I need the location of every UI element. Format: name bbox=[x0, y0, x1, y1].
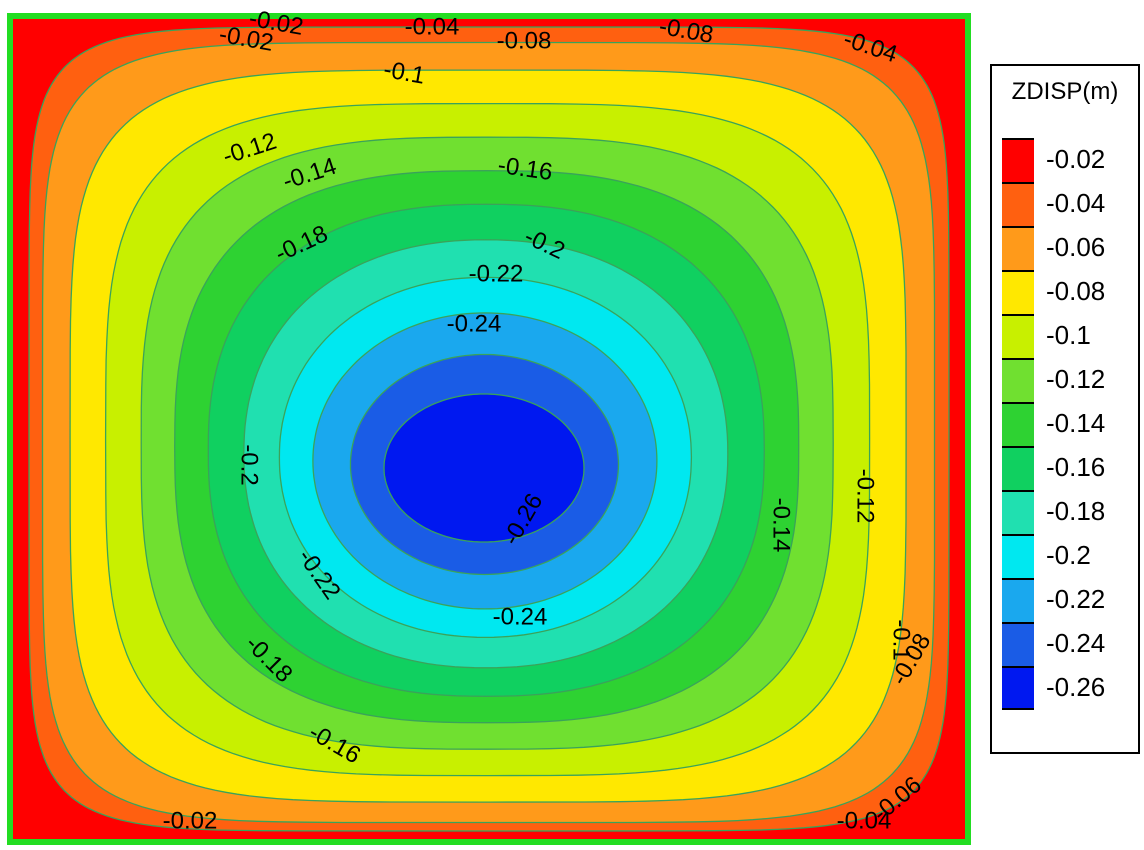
contour-label: -0.14 bbox=[768, 498, 795, 553]
legend-label: -0.16 bbox=[1046, 452, 1106, 482]
legend-label: -0.06 bbox=[1046, 232, 1106, 262]
legend-swatch bbox=[1002, 138, 1034, 182]
contour-label: -0.04 bbox=[405, 13, 460, 40]
legend-swatch bbox=[1002, 226, 1034, 270]
contour-bands bbox=[7, 13, 971, 845]
legend: ZDISP(m) -0.02 -0.04 -0.06 -0.08 -0.1 -0.12 -0… bbox=[990, 64, 1140, 754]
legend-label: -0.24 bbox=[1046, 628, 1106, 658]
contour-label: -0.08 bbox=[497, 27, 552, 54]
legend-swatch bbox=[1002, 446, 1034, 490]
legend-swatch bbox=[1002, 402, 1034, 446]
legend-swatch bbox=[1002, 314, 1034, 358]
legend-label: -0.26 bbox=[1046, 672, 1106, 702]
legend-swatch bbox=[1002, 666, 1034, 710]
legend-swatch bbox=[1002, 358, 1034, 402]
contour-label: -0.1 bbox=[888, 619, 915, 660]
contour-label: -0.24 bbox=[493, 603, 548, 630]
legend-title: ZDISP(m) bbox=[1011, 78, 1119, 105]
legend-label: -0.04 bbox=[1046, 188, 1106, 218]
plot-border bbox=[7, 13, 971, 845]
band--0.26 bbox=[383, 393, 585, 543]
legend-swatch bbox=[1002, 182, 1034, 226]
legend-label: -0.08 bbox=[1046, 276, 1106, 306]
contour-label: -0.04 bbox=[837, 807, 892, 834]
contour-label: -0.2 bbox=[236, 444, 263, 485]
contour-label: -0.12 bbox=[852, 469, 879, 524]
legend-label: -0.2 bbox=[1046, 540, 1091, 570]
contour-label: -0.22 bbox=[469, 260, 524, 287]
legend-swatch bbox=[1002, 534, 1034, 578]
contour-label: -0.02 bbox=[163, 807, 218, 834]
contour-label: -0.24 bbox=[447, 310, 502, 337]
legend-swatch bbox=[1002, 490, 1034, 534]
legend-swatch bbox=[1002, 622, 1034, 666]
legend-label: -0.22 bbox=[1046, 584, 1106, 614]
legend-label: -0.02 bbox=[1046, 144, 1106, 174]
legend-label: -0.12 bbox=[1046, 364, 1106, 394]
legend-label: -0.14 bbox=[1046, 408, 1106, 438]
legend-swatch bbox=[1002, 578, 1034, 622]
legend-swatch bbox=[1002, 270, 1034, 314]
legend-label: -0.18 bbox=[1046, 496, 1106, 526]
legend-label: -0.1 bbox=[1046, 320, 1091, 350]
